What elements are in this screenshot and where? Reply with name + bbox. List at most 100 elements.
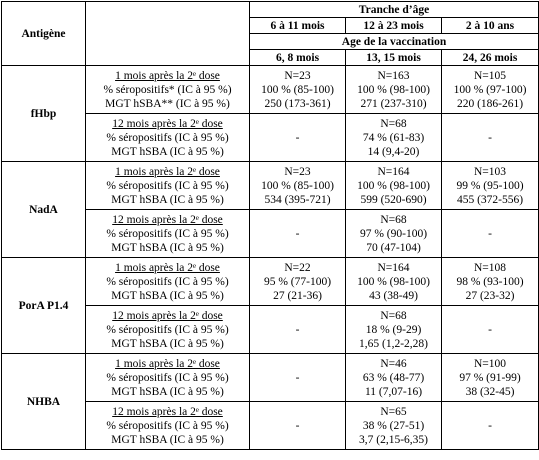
label-line: % séropositifs (IC à 95 %) [106, 179, 229, 192]
antigen: NHBA [1, 353, 86, 450]
measure-label: 1 mois après la 2ᵉ dose% séropositifs (I… [85, 257, 250, 306]
data-row: NHBA 1 mois après la 2ᵉ dose% séropositif… [1, 353, 539, 450]
value-line: 98 % (93-100) [456, 275, 524, 288]
label-line: % séropositifs* (IC à 95 %) [103, 83, 232, 96]
label-line: % séropositifs (IC à 95 %) [106, 323, 229, 336]
label-line: MGT hSBA (IC à 95 %) [111, 385, 224, 398]
value-line: N=164 [377, 261, 410, 274]
label-line: 12 mois après la 2ᵉ dose [112, 213, 223, 226]
value-cell: - [249, 401, 346, 450]
value-cell: N=68 97 % (90-100) 70 (47-104) [345, 209, 442, 258]
value-line: 100 % (98-100) [357, 83, 430, 96]
value-cell: - [441, 401, 539, 450]
value-line: 11 (7,07-16) [364, 385, 423, 398]
measure-label: 12 mois après la 2ᵉ dose% séropositifs (… [85, 305, 250, 354]
value-cell: - [441, 209, 539, 258]
header-group: Tranche d’âge [249, 1, 539, 18]
label-line: % séropositifs (IC à 95 %) [106, 419, 229, 432]
value-line: 74 % (61-83) [362, 131, 425, 144]
data-row: PorA P1.4 1 mois après la 2ᵉ dose% séropo… [1, 257, 539, 354]
value-line: - [488, 419, 492, 432]
value-line: 599 (520-690) [360, 193, 427, 206]
label-line: MGT hSBA (IC à 95 %) [111, 193, 224, 206]
value-line: - [488, 323, 492, 336]
header-vaccination-age: 13, 15 mois [345, 49, 442, 66]
value-cell: - [249, 353, 346, 402]
value-line: 100 % (97-100) [453, 83, 527, 96]
value-line: - [295, 323, 300, 336]
value-cell: N=103 99 % (95-100) 455 (372-556) [441, 161, 539, 210]
value-line: 14 (9,4-20) [367, 145, 420, 158]
value-cell: N=164 100 % (98-100) 599 (520-690) [345, 161, 442, 210]
value-line: N=65 [380, 405, 407, 418]
data-row: NadA 1 mois après la 2ᵉ dose% séropositif… [1, 161, 539, 258]
value-line: - [295, 419, 300, 432]
value-line: 271 (237-310) [360, 97, 427, 110]
data-row: 12 mois après la 2ᵉ dose% séropositifs (… [2, 113, 539, 162]
value-line: 100 % (98-100) [357, 179, 430, 192]
label-line: MGT hSBA** (IC à 95 %) [105, 97, 230, 110]
value-line: N=68 [380, 309, 407, 322]
value-line: 27 (23-32) [465, 289, 515, 302]
value-cell: N=22 95 % (77-100) 27 (21-36) [249, 257, 346, 306]
value-line: N=23 [284, 69, 311, 82]
measure-label: 12 mois après la 2ᵉ dose% séropositifs (… [85, 401, 250, 450]
label-line: 12 mois après la 2ᵉ dose [112, 405, 223, 418]
value-cell: - [441, 113, 539, 162]
label-line: 12 mois après la 2ᵉ dose [112, 117, 223, 130]
value-line: N=23 [284, 165, 311, 178]
results-table: Antigène Tranche d’âge 6 à 11 mois 12 à 23 … [1, 1, 539, 450]
antigen: NadA [1, 161, 86, 258]
value-line: N=68 [380, 213, 407, 226]
value-cell: N=163 100 % (98-100) 271 (237-310) [345, 65, 442, 114]
value-line: 100 % (98-100) [357, 275, 430, 288]
value-line: 99 % (95-100) [456, 179, 524, 192]
value-line: N=105 [473, 69, 507, 82]
label-line: 1 mois après la 2ᵉ dose [115, 357, 220, 370]
label-line: MGT hSBA (IC à 95 %) [111, 241, 224, 254]
header-vaccination: Age de la vaccination [249, 33, 539, 50]
value-cell: N=23 100 % (85-100) 250 (173-361) [249, 65, 346, 114]
label-line: % séropositifs (IC à 95 %) [106, 131, 229, 144]
value-line: 100 % (85-100) [261, 179, 334, 192]
header-antigen: Antigène [1, 1, 86, 66]
value-cell: - [249, 305, 346, 354]
value-cell: - [249, 209, 346, 258]
label-line: % séropositifs (IC à 95 %) [106, 227, 229, 240]
value-line: 1,65 (1,2-2,28) [359, 337, 428, 350]
measure-label: 12 mois après la 2ᵉ dose% séropositifs (… [85, 209, 250, 258]
header-row: Antigène Tranche d’âge [1, 1, 539, 66]
value-line: - [295, 227, 300, 240]
label-line: MGT hSBA (IC à 95 %) [111, 433, 224, 446]
value-line: 43 (38-49) [369, 289, 418, 302]
value-cell: N=23 100 % (85-100) 534 (395-721) [249, 161, 346, 210]
antigen: PorA P1.4 [1, 257, 86, 354]
value-cell: N=68 18 % (9-29) 1,65 (1,2-2,28) [345, 305, 442, 354]
header-blank [85, 1, 250, 66]
label-line: % séropositifs (IC à 95 %) [106, 371, 229, 384]
measure-label: 12 mois après la 2ᵉ dose% séropositifs (… [85, 113, 250, 162]
value-cell: N=65 38 % (27-51) 3,7 (2,15-6,35) [345, 401, 442, 450]
header-vaccination-age: 24, 26 mois [441, 49, 539, 66]
value-line: N=46 [380, 357, 407, 370]
data-row: 12 mois après la 2ᵉ dose% séropositifs (… [2, 305, 539, 354]
value-line: 38 (32-45) [465, 385, 515, 398]
value-cell: N=108 98 % (93-100) 27 (23-32) [441, 257, 539, 306]
value-line: 18 % (9-29) [365, 323, 422, 336]
value-line: 97 % (90-100) [359, 227, 428, 240]
antigen: fHbp [1, 65, 86, 162]
value-line: - [488, 227, 492, 240]
value-line: 3,7 (2,15-6,35) [359, 433, 428, 446]
value-line: 27 (21-36) [273, 289, 322, 302]
label-line: 1 mois après la 2ᵉ dose [115, 165, 220, 178]
value-line: - [295, 371, 300, 384]
value-cell: N=105 100 % (97-100) 220 (186-261) [441, 65, 539, 114]
value-line: 250 (173-361) [264, 97, 331, 110]
value-line: N=103 [473, 165, 507, 178]
label-line: MGT hSBA (IC à 95 %) [111, 289, 224, 302]
value-cell: N=46 63 % (48-77) 11 (7,07-16) [345, 353, 442, 402]
data-row: 12 mois après la 2ᵉ dose% séropositifs (… [2, 401, 539, 450]
value-line: N=100 [473, 357, 507, 370]
label-line: MGT hSBA (IC à 95 %) [111, 145, 224, 158]
